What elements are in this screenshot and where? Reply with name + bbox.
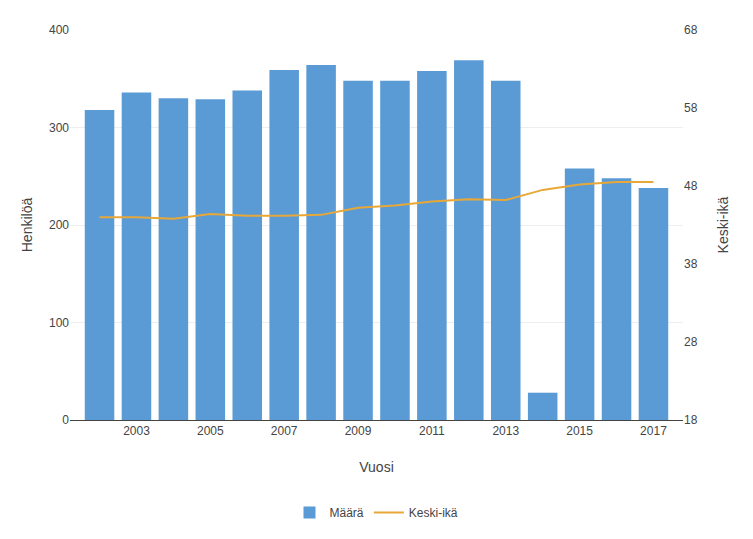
svg-text:2017: 2017 [640, 424, 667, 438]
svg-text:200: 200 [49, 218, 69, 232]
svg-text:2013: 2013 [492, 424, 519, 438]
svg-text:Henkilöä: Henkilöä [19, 198, 35, 253]
svg-text:2015: 2015 [566, 424, 593, 438]
svg-text:38: 38 [684, 257, 698, 271]
svg-text:18: 18 [684, 413, 698, 427]
svg-text:2009: 2009 [345, 424, 372, 438]
svg-text:28: 28 [684, 335, 698, 349]
svg-text:58: 58 [684, 101, 698, 115]
svg-text:400: 400 [49, 23, 69, 37]
svg-text:0: 0 [62, 413, 69, 427]
svg-text:48: 48 [684, 179, 698, 193]
svg-text:2003: 2003 [123, 424, 150, 438]
svg-text:2011: 2011 [419, 424, 445, 438]
svg-text:300: 300 [49, 121, 69, 135]
svg-text:68: 68 [684, 23, 698, 37]
svg-text:100: 100 [49, 316, 69, 330]
svg-text:Keski-ikä: Keski-ikä [715, 196, 731, 253]
svg-text:2007: 2007 [271, 424, 298, 438]
svg-text:Määrä: Määrä [330, 506, 364, 520]
svg-text:Keski-ikä: Keski-ikä [409, 506, 458, 520]
svg-text:Vuosi: Vuosi [359, 459, 394, 475]
svg-text:2005: 2005 [197, 424, 224, 438]
